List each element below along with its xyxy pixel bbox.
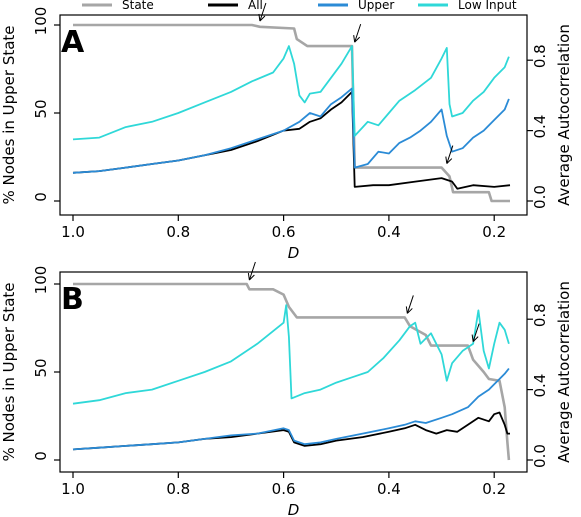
x-tick-label: 0.8 [166, 223, 190, 241]
y-left-tick-label: 50 [32, 99, 50, 118]
y-right-axis-title: Average Autocorrelation [555, 281, 573, 463]
series-all-line [72, 91, 511, 190]
x-tick-label: 1.0 [61, 223, 85, 241]
x-tick-label: 0.8 [166, 480, 190, 498]
y-right-tick-label: 0.8 [531, 44, 549, 68]
x-tick-label: 0.6 [272, 223, 296, 241]
y-right-axis-title: Average Autocorrelation [555, 24, 573, 206]
series-state-line [73, 282, 511, 461]
legend-label-3: Low Input [458, 0, 517, 12]
x-axis-title: D [288, 244, 300, 262]
y-left-tick-label: 0 [32, 192, 50, 202]
x-tick-label: 1.0 [61, 480, 85, 498]
y-right-tick-label: 0.0 [531, 444, 549, 468]
legend-label-2: Upper [358, 0, 394, 12]
y-left-tick-label: 50 [32, 358, 50, 377]
x-tick-label: 0.4 [377, 480, 401, 498]
x-tick-label: 0.2 [482, 480, 506, 498]
transition-arrow [471, 323, 480, 342]
transition-arrow [247, 261, 256, 281]
y-left-axis-title: % Nodes in Upper State [0, 282, 18, 461]
y-left-tick-label: 100 [32, 266, 50, 295]
transition-arrow [353, 23, 362, 43]
panel-a: 1.0 0.8 0.6 0.4 0.2 0 50 100 0.0 0.4 0.8 % Nodes in… [0, 2, 573, 262]
plot-frame [59, 14, 528, 216]
legend-label-0: State [122, 0, 154, 12]
series-all-line [72, 411, 510, 451]
y-right-tick-label: 0.0 [531, 185, 549, 209]
y-left-tick-label: 0 [32, 451, 50, 461]
transition-arrow [445, 145, 454, 164]
panel-label: A [61, 25, 85, 60]
y-left-tick-label: 100 [32, 7, 50, 36]
transition-arrow [258, 2, 267, 22]
panel-label: B [61, 282, 84, 317]
panel-b: 1.0 0.8 0.6 0.4 0.2 0 50 100 0.0 0.4 0.8 % Nodes in… [0, 261, 573, 517]
series-upper-line [72, 87, 510, 174]
x-axis-title: D [288, 501, 300, 517]
x-tick-label: 0.4 [377, 223, 401, 241]
legend: State All Upper Low Input [82, 0, 517, 12]
y-left-axis-title: % Nodes in Upper State [0, 25, 18, 204]
series-low-input-line [72, 45, 510, 141]
y-right-tick-label: 0.4 [531, 115, 549, 139]
x-tick-label: 0.2 [482, 223, 506, 241]
x-tick-label: 0.6 [272, 480, 296, 498]
y-right-tick-label: 0.4 [531, 374, 549, 398]
y-right-tick-label: 0.8 [531, 303, 549, 327]
series-low-input-line [72, 304, 510, 405]
legend-label-1: All [248, 0, 263, 12]
transition-arrow [405, 295, 414, 314]
series-upper-line [72, 367, 510, 451]
